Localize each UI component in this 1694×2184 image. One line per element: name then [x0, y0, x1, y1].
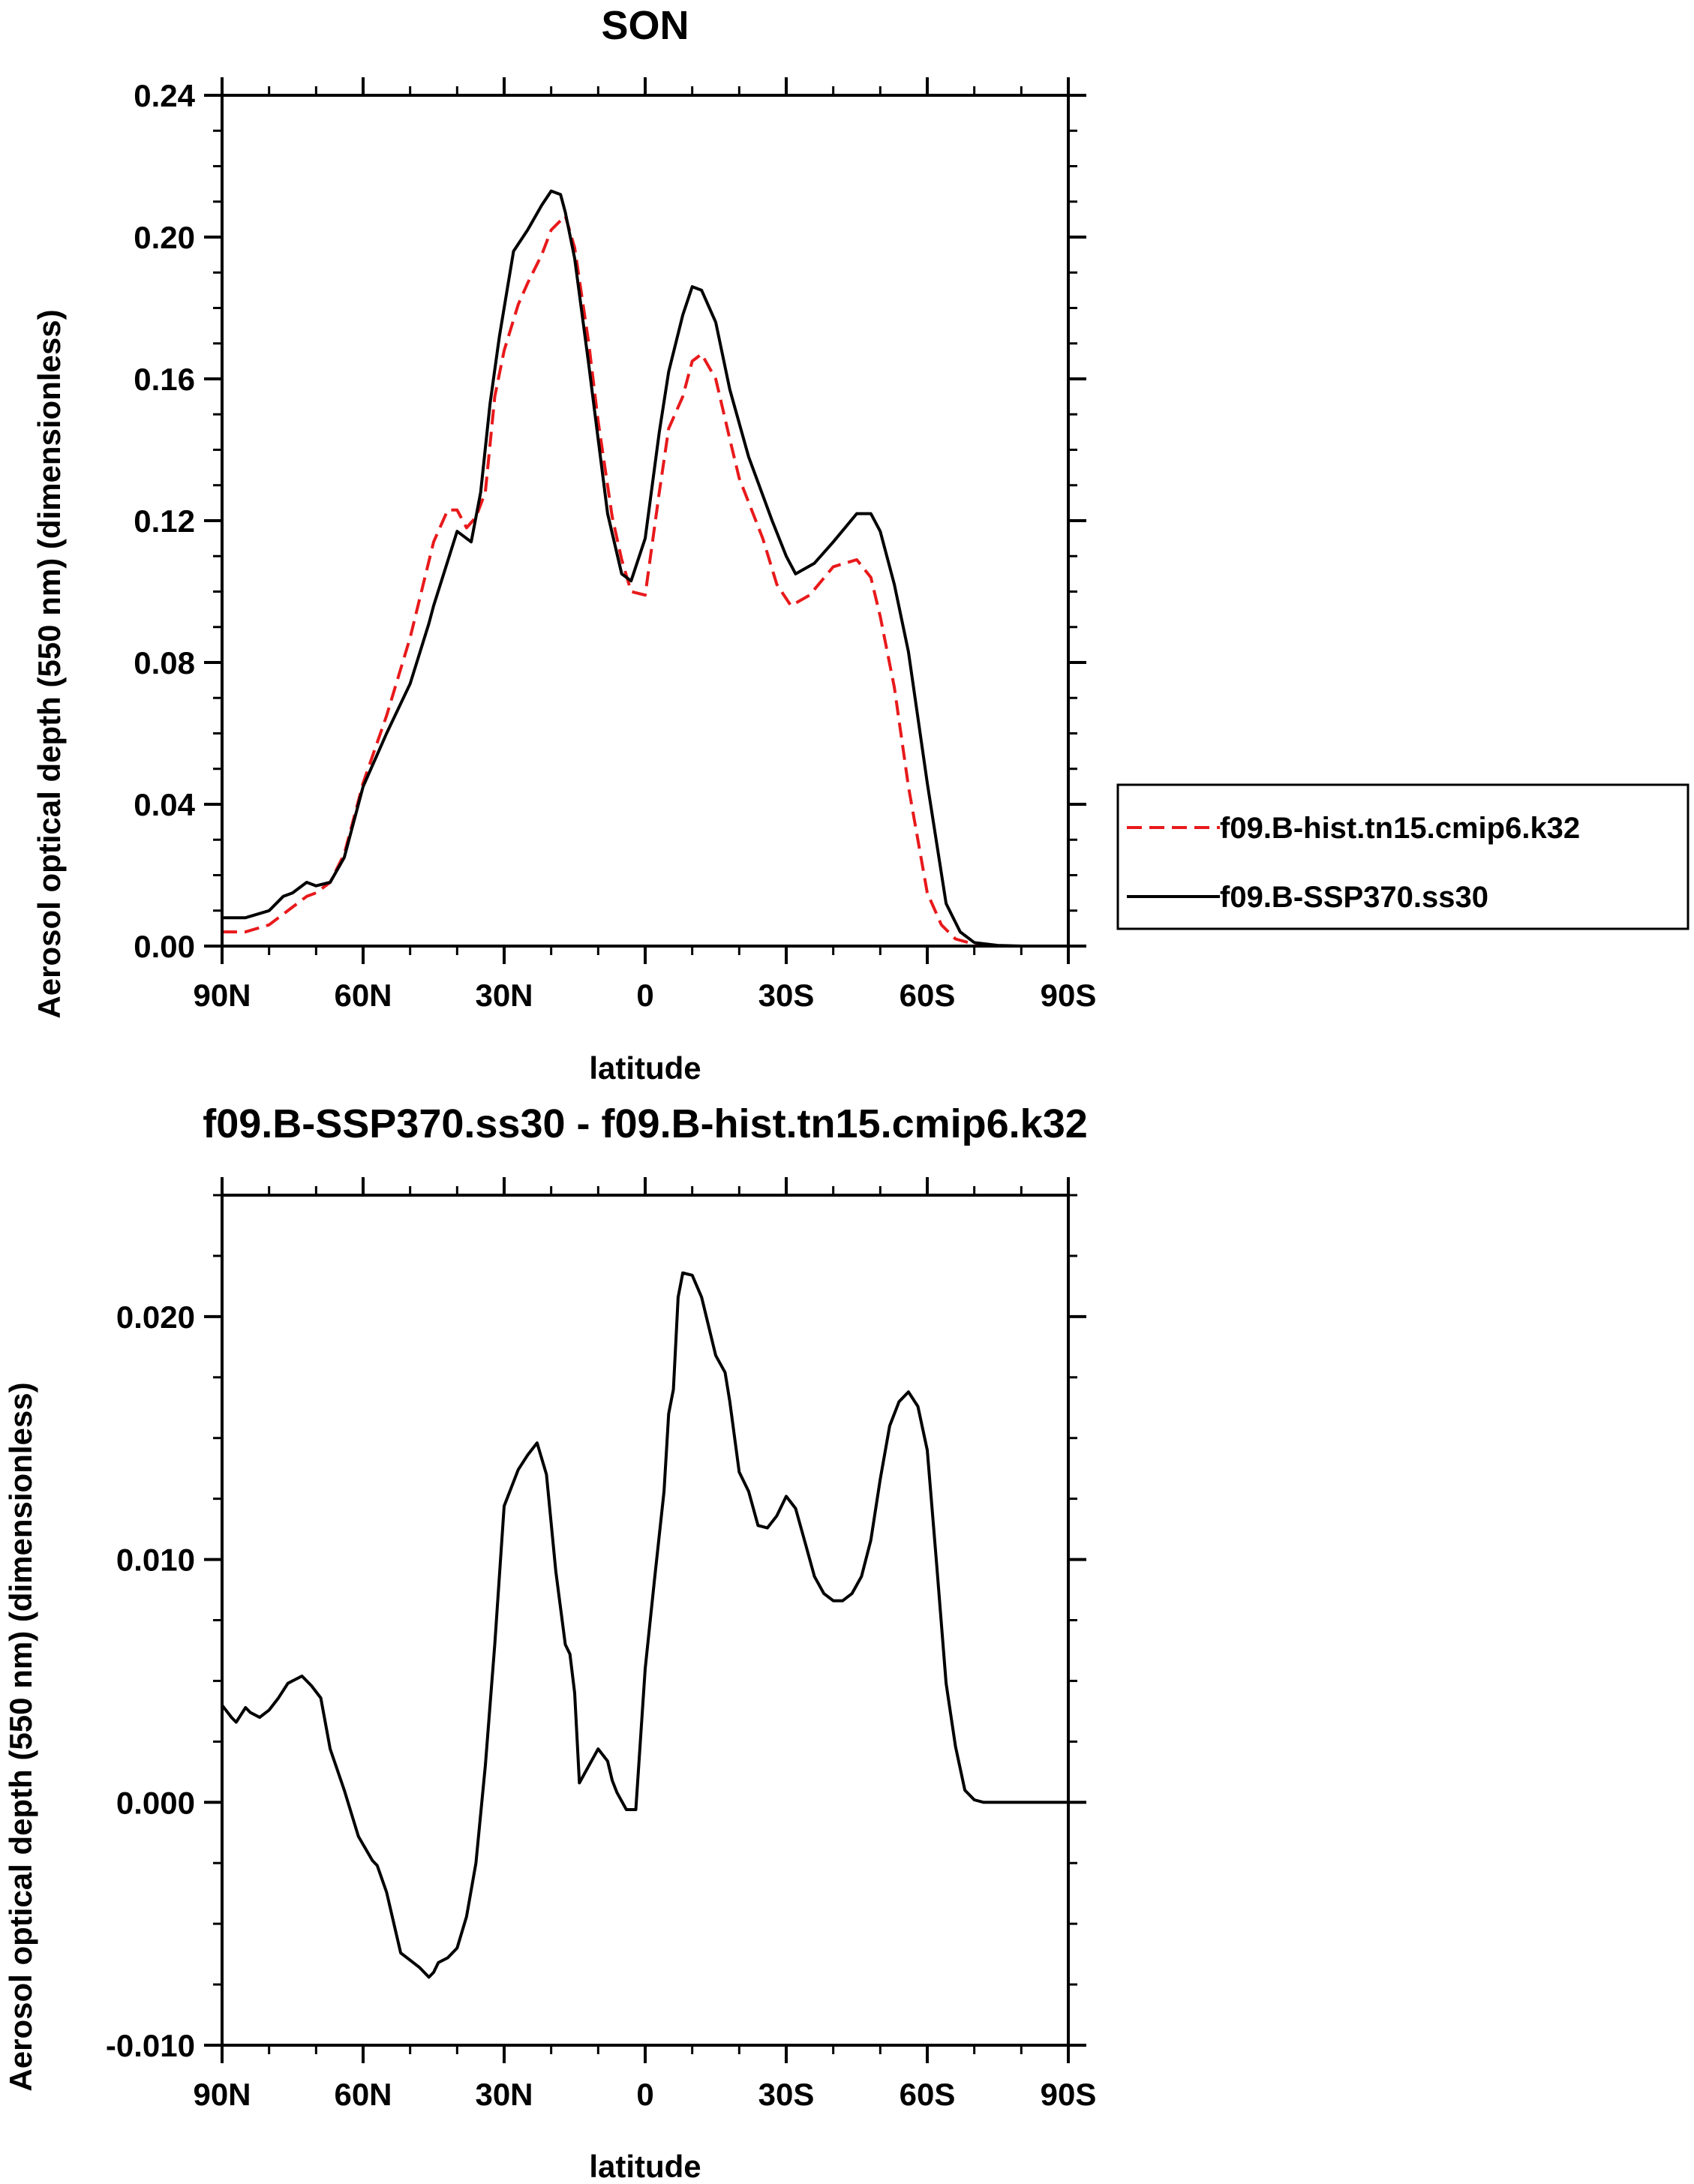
- x-tick-label: 60S: [900, 978, 956, 1013]
- x-tick-label: 30S: [758, 978, 815, 1013]
- legend: f09.B-hist.tn15.cmip6.k32 f09.B-SSP370.s…: [1116, 783, 1689, 930]
- top-chart: SON 0.00 0.04 0.08 0.12 0.16 0.20 0.24 90N 60N 30…: [32, 3, 1689, 1086]
- y-tick-label: 0.000: [116, 1785, 195, 1820]
- x-tick-label: 30N: [475, 2077, 533, 2112]
- plot-frame: [221, 94, 1070, 948]
- difference-chart-xlabel: latitude: [589, 2149, 701, 2184]
- series-line: [222, 1271, 1068, 1979]
- x-tick-label: 60S: [900, 2077, 956, 2112]
- x-tick-label: 90N: [193, 2077, 251, 2112]
- x-tick-label: 30N: [475, 978, 533, 1013]
- legend-label-ssp370: f09.B-SSP370.ss30: [1220, 881, 1488, 914]
- x-tick-label: 60N: [334, 978, 392, 1013]
- y-tick-label: 0.24: [134, 78, 195, 113]
- x-tick-label: 90S: [1041, 2077, 1097, 2112]
- x-tick-label: 30S: [758, 2077, 815, 2112]
- difference-chart-ylabel: Aerosol optical depth (550 nm) (dimensio…: [3, 1382, 38, 2091]
- legend-box: [1116, 783, 1689, 930]
- top-chart-ylabel: Aerosol optical depth (550 nm) (dimensio…: [32, 309, 67, 1018]
- series-line: [222, 214, 1068, 946]
- difference-chart-title: f09.B-SSP370.ss30 - f09.B-hist.tn15.cmip…: [203, 1101, 1088, 1146]
- top-chart-title: SON: [601, 3, 689, 48]
- difference-chart: f09.B-SSP370.ss30 - f09.B-hist.tn15.cmip…: [3, 1101, 1096, 2184]
- x-tick-label: 60N: [334, 2077, 392, 2112]
- y-tick-label: 0.16: [134, 362, 195, 397]
- series-line: [222, 189, 1068, 946]
- y-tick-label: 0.12: [134, 503, 195, 539]
- y-tick-label: -0.010: [106, 2028, 195, 2063]
- x-tick-label: 90S: [1041, 978, 1097, 1013]
- legend-label-hist: f09.B-hist.tn15.cmip6.k32: [1220, 812, 1580, 845]
- y-tick-label: 0.20: [134, 220, 195, 255]
- y-tick-label: 0.00: [134, 929, 195, 964]
- top-chart-xlabel: latitude: [589, 1050, 701, 1086]
- x-tick-label: 0: [636, 2077, 653, 2112]
- x-tick-label: 0: [636, 978, 653, 1013]
- y-tick-label: 0.08: [134, 645, 195, 680]
- y-tick-label: 0.020: [116, 1299, 195, 1335]
- y-tick-label: 0.010: [116, 1543, 195, 1578]
- y-tick-label: 0.04: [134, 787, 195, 822]
- x-tick-label: 90N: [193, 978, 251, 1013]
